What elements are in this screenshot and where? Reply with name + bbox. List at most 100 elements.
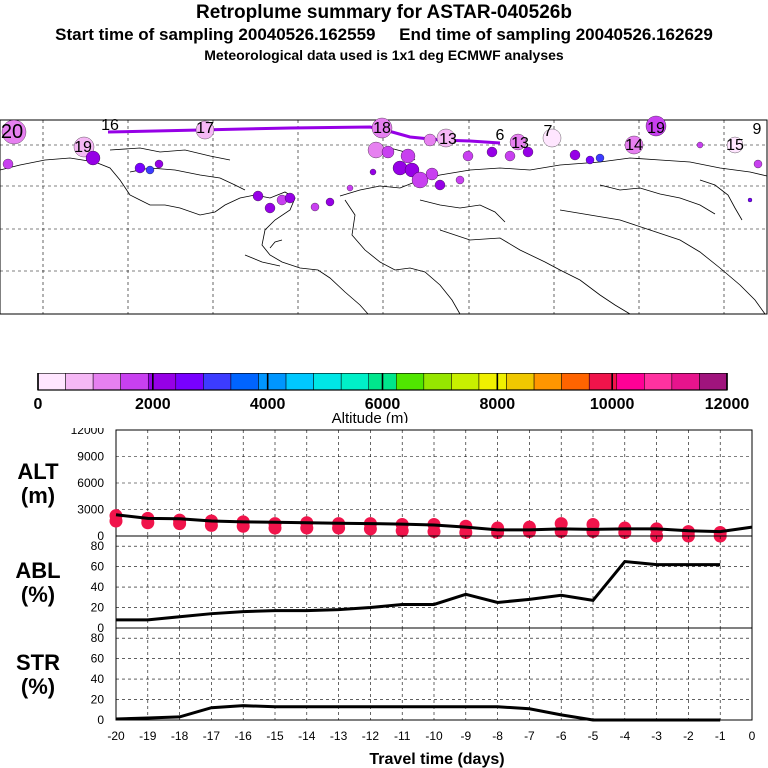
x-tick-label: -1 [715, 729, 726, 743]
map-day-label: 13 [439, 131, 457, 148]
x-tick-label: -12 [362, 729, 380, 743]
plume-cluster-marker [310, 202, 320, 212]
x-axis-label: Travel time (days) [369, 751, 504, 768]
map-day-label: 9 [753, 121, 762, 138]
plume-cluster-marker [411, 171, 429, 189]
plume-cluster-marker [325, 197, 335, 207]
plume-cluster-marker [542, 128, 562, 148]
panel-alt: 12000 9000 6000 3000 0 ALT(m) [17, 428, 753, 543]
plume-cluster-marker [522, 146, 534, 158]
series-line [115, 704, 721, 722]
plume-cluster-marker [455, 175, 465, 185]
plume-cluster-marker [436, 128, 456, 148]
x-tick-label: -18 [171, 729, 189, 743]
plume-cluster-marker [2, 158, 14, 170]
plume-cluster-marker [585, 155, 595, 165]
plume-cluster-marker [346, 184, 354, 192]
y-tick-label: 12000 [71, 428, 105, 437]
map-day-label: 14 [625, 137, 643, 154]
colorbar-swatch [313, 373, 342, 391]
alt-lower-point [300, 521, 314, 535]
plume-cluster-marker [696, 141, 704, 149]
colorbar-swatch [175, 373, 204, 391]
colorbar-swatch [37, 373, 66, 391]
x-tick-label: -3 [651, 729, 662, 743]
plume-cluster-marker [726, 136, 744, 154]
colorbar-swatch [506, 373, 535, 391]
colorbar-label: Altitude (m) [332, 410, 409, 423]
panel-unit: (%) [21, 582, 55, 607]
map-day-label: 6 [496, 127, 505, 144]
colorbar-tick-label: 10000 [590, 396, 635, 413]
colorbar-swatch [396, 373, 425, 391]
colorbar-swatch [65, 373, 94, 391]
colorbar-swatch [203, 373, 232, 391]
plume-cluster-marker [747, 197, 753, 203]
colorbar-swatch [451, 373, 480, 391]
plume-cluster-marker [425, 167, 439, 181]
y-tick-label: 80 [91, 631, 105, 645]
plume-cluster-marker [154, 159, 164, 169]
alt-lower-point [109, 514, 123, 528]
colorbar-swatch [423, 373, 452, 391]
y-tick-label: 9000 [77, 450, 104, 464]
altitude-colorbar: 0 2000 4000 6000 8000 10000 12000 Altitude (m) [34, 373, 750, 423]
y-tick-label: 0 [97, 529, 104, 543]
colorbar-tick-label: 4000 [250, 396, 286, 413]
colorbar-tick-label: 12000 [705, 396, 750, 413]
colorbar-swatch [285, 373, 314, 391]
panel-abl: 80 60 40 20 0 ABL(%) [15, 535, 753, 635]
alt-lower-point [268, 521, 282, 535]
colorbar-swatch [258, 373, 287, 391]
x-tick-label: -13 [330, 729, 348, 743]
alt-lower-point [427, 525, 441, 539]
x-tick-label: -7 [524, 729, 535, 743]
y-tick-label: 40 [91, 580, 105, 594]
plume-cluster-marker [624, 135, 644, 155]
map-grid [0, 120, 767, 314]
alt-lower-point [332, 521, 346, 535]
x-tick-label: -19 [139, 729, 157, 743]
plume-cluster-marker [434, 179, 446, 191]
panel-str: 80 60 40 20 0 STR(%) [16, 627, 753, 727]
x-tick-label: -20 [107, 729, 125, 743]
colorbar-ticks: 0 2000 4000 6000 8000 10000 12000 [34, 373, 750, 413]
x-tick-label: -2 [683, 729, 694, 743]
plume-cluster-marker [264, 202, 276, 214]
plume-cluster-marker [134, 162, 146, 174]
x-tick-label: -14 [298, 729, 316, 743]
plume-cluster-marker [423, 133, 437, 147]
y-tick-label: 0 [97, 621, 104, 635]
panel-unit: (%) [21, 674, 55, 699]
plume-cluster-marker [284, 192, 296, 204]
x-tick-label: -11 [394, 729, 411, 743]
panel-label: ALT [17, 459, 59, 484]
plume-cluster-marker [145, 165, 155, 175]
panel-label: STR [16, 650, 60, 675]
alt-lower-point [395, 524, 409, 538]
map-day-label: 20 [1, 121, 23, 143]
panels: 120009000600030000ALT(m)806040200ABL(%)8… [15, 428, 753, 727]
map-day-label: 19 [74, 139, 92, 156]
plume-cluster-marker [73, 136, 95, 158]
x-tick-label: -10 [425, 729, 443, 743]
x-tick-label: -16 [235, 729, 253, 743]
coastlines [0, 147, 768, 315]
plume-cluster-marker [509, 133, 527, 151]
colorbar-tick-label: 0 [34, 396, 43, 413]
x-tick-label: -5 [588, 729, 599, 743]
plume-cluster-marker [195, 120, 215, 140]
alt-lower-point [363, 522, 377, 536]
plume-cluster-marker [486, 146, 498, 158]
colorbar-swatch [478, 373, 507, 391]
plume-cluster-marker [1, 119, 27, 145]
plume-cluster-marker [371, 117, 393, 139]
plume-cluster-marker [381, 145, 395, 159]
series-line [116, 559, 721, 622]
chart-title: Retroplume summary for ASTAR-040526b [196, 2, 572, 23]
x-tick-label: -9 [460, 729, 471, 743]
plume-cluster-marker [369, 168, 377, 176]
colorbar-swatch [120, 373, 149, 391]
y-tick-label: 40 [91, 672, 105, 686]
